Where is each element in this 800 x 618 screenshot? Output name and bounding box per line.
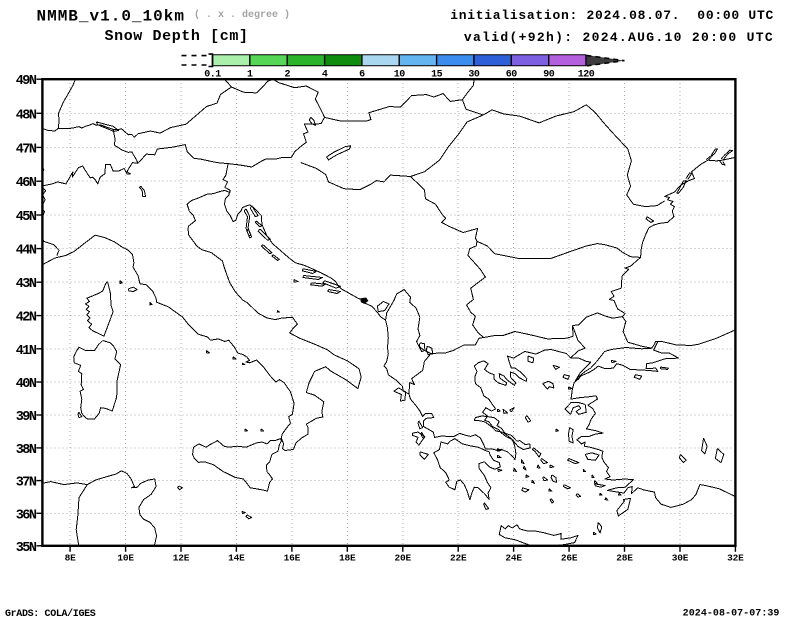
svg-text:1: 1 <box>247 69 253 80</box>
svg-text:6: 6 <box>359 69 365 80</box>
svg-text:NMMB_v1.0_10km: NMMB_v1.0_10km <box>37 8 185 26</box>
svg-text:60: 60 <box>506 69 518 80</box>
svg-text:37N: 37N <box>16 476 37 491</box>
svg-text:2: 2 <box>284 69 290 80</box>
svg-text:48N: 48N <box>16 108 37 123</box>
svg-text:32E: 32E <box>727 552 744 563</box>
svg-text:38N: 38N <box>16 443 37 458</box>
svg-text:49N: 49N <box>16 74 37 89</box>
svg-text:43N: 43N <box>16 277 37 292</box>
svg-text:41N: 41N <box>16 344 37 359</box>
svg-text:14E: 14E <box>228 552 245 563</box>
svg-text:18E: 18E <box>339 552 356 563</box>
svg-text:15: 15 <box>431 69 443 80</box>
svg-text:8E: 8E <box>65 552 77 563</box>
svg-text:20E: 20E <box>395 552 412 563</box>
svg-text:12E: 12E <box>173 552 190 563</box>
svg-text:40N: 40N <box>16 377 37 392</box>
svg-text:45N: 45N <box>16 210 37 225</box>
svg-text:10: 10 <box>394 69 406 80</box>
svg-text:44N: 44N <box>16 244 37 259</box>
svg-text:26E: 26E <box>561 552 578 563</box>
svg-text:30E: 30E <box>672 552 689 563</box>
svg-text:valid(+92h): 2024.AUG.10 20:00: valid(+92h): 2024.AUG.10 20:00 UTC <box>464 30 774 45</box>
svg-text:90: 90 <box>543 69 555 80</box>
svg-text:0.1: 0.1 <box>204 69 221 80</box>
svg-text:Snow Depth [cm]: Snow Depth [cm] <box>105 28 249 45</box>
svg-text:36N: 36N <box>16 508 37 523</box>
svg-text:28E: 28E <box>616 552 633 563</box>
svg-text:2024-08-07-07:39: 2024-08-07-07:39 <box>683 609 780 618</box>
svg-text:42N: 42N <box>16 311 37 326</box>
svg-text:initialisation: 2024.08.07. 0: initialisation: 2024.08.07. 00:00 UTC <box>450 8 774 23</box>
svg-text:24E: 24E <box>505 552 522 563</box>
svg-text:30: 30 <box>468 69 480 80</box>
svg-text:39N: 39N <box>16 410 37 425</box>
svg-text:( . x . degree ): ( . x . degree ) <box>194 9 290 21</box>
svg-text:47N: 47N <box>16 142 37 157</box>
svg-text:22E: 22E <box>450 552 467 563</box>
svg-text:10E: 10E <box>117 552 134 563</box>
svg-text:35N: 35N <box>16 541 37 556</box>
svg-text:46N: 46N <box>16 176 37 191</box>
svg-text:GrADS: COLA/IGES: GrADS: COLA/IGES <box>5 608 96 618</box>
svg-text:120: 120 <box>578 69 595 80</box>
svg-text:16E: 16E <box>284 552 301 563</box>
svg-text:4: 4 <box>322 69 328 80</box>
